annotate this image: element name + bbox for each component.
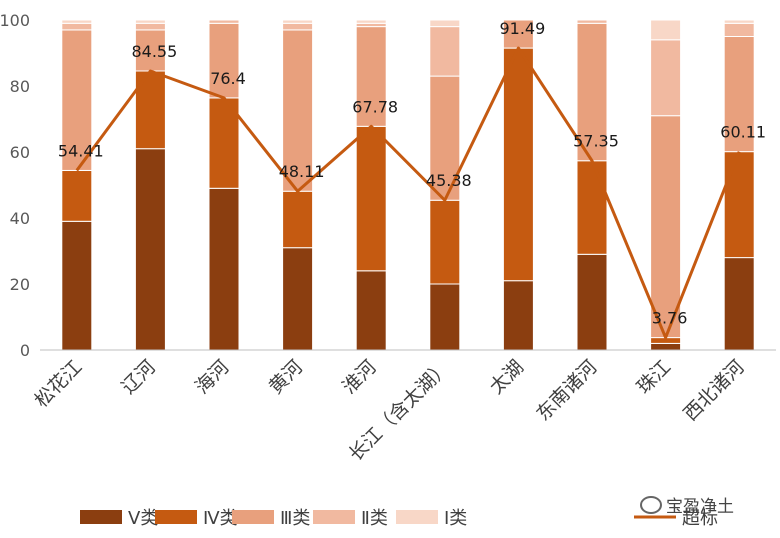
y-tick-label: 20: [10, 275, 30, 294]
bar-segment: [650, 115, 682, 339]
bar-segment: [282, 22, 314, 31]
bar-segment: [208, 19, 240, 24]
bar-segment: [650, 39, 682, 117]
legend-swatch: [396, 510, 438, 524]
bar-segment: [282, 19, 314, 24]
bar-stack: [429, 19, 461, 351]
bar-segment: [429, 26, 461, 77]
x-tick-label: 辽河: [117, 356, 159, 398]
bar-segment: [723, 19, 755, 24]
x-tick-label: 珠江: [633, 356, 675, 398]
y-tick-label: 80: [10, 77, 30, 96]
bar-segment: [355, 19, 387, 24]
bar-stack: [282, 19, 314, 351]
legend-label: 超标: [682, 508, 718, 529]
bar-stack: [723, 19, 755, 351]
bar-segment: [576, 160, 608, 255]
bar-segment: [282, 247, 314, 351]
bar-segment: [61, 169, 93, 222]
y-tick-label: 60: [10, 143, 30, 162]
watermark-text: 宝盈净土: [666, 497, 734, 517]
data-label: 57.35: [573, 132, 619, 151]
data-label: 76.4: [210, 69, 246, 88]
bar-segment: [723, 22, 755, 37]
bar-segment: [650, 342, 682, 351]
x-tick-label: 东南诸河: [532, 356, 601, 425]
bar-segment: [723, 257, 755, 351]
bar-segment: [355, 125, 387, 272]
legend-label: Ⅴ类: [128, 508, 158, 529]
x-tick-label: 黄河: [265, 356, 307, 398]
bar-segment: [61, 220, 93, 351]
data-label: 48.11: [279, 162, 325, 181]
x-tick-label: 松花江: [30, 356, 86, 412]
bar-stack: [576, 19, 608, 351]
bar-segment: [208, 187, 240, 351]
bar-segment: [282, 190, 314, 249]
data-label: 67.78: [352, 97, 398, 116]
bar-segment: [723, 151, 755, 259]
bar-segment: [576, 22, 608, 162]
bar-segment: [429, 283, 461, 351]
bar-segment: [134, 148, 166, 351]
bar-segment: [502, 280, 534, 351]
bar-stack: [134, 19, 166, 351]
legend-swatch: [313, 510, 355, 524]
x-tick-label: 淮河: [338, 356, 380, 398]
wechat-icon: [640, 496, 662, 514]
bar-stack: [61, 19, 93, 351]
bar-segment: [576, 19, 608, 24]
legend-label: Ⅱ类: [361, 508, 388, 529]
bar-segment: [576, 253, 608, 351]
bar-segment: [134, 70, 166, 150]
legend: Ⅴ类 Ⅳ类 Ⅲ类 Ⅱ类 Ⅰ类 超标: [80, 508, 718, 529]
bar-segment: [355, 26, 387, 127]
legend-label: Ⅰ类: [444, 508, 467, 529]
bar-segment: [355, 270, 387, 351]
bar-segment: [429, 199, 461, 285]
bar-segment: [429, 19, 461, 28]
watermark: 宝盈净土: [640, 492, 734, 517]
data-label: 91.49: [499, 19, 545, 38]
legend-swatch: [155, 510, 197, 524]
x-tick-label: 太湖: [485, 356, 527, 398]
data-label: 54.41: [58, 141, 104, 160]
exceed-line-series: 54.41 84.55 76.4 48.11 67.78 45.38 91.49 57.35 3…: [58, 19, 766, 340]
x-tick-label: 海河: [191, 356, 233, 398]
y-tick-label: 40: [10, 209, 30, 228]
bar-segment: [134, 22, 166, 31]
data-label: 45.38: [426, 171, 472, 190]
data-label: 3.76: [652, 309, 688, 328]
bar-stack: [650, 19, 682, 351]
y-tick-label: 100: [0, 11, 30, 30]
y-tick-label: 0: [20, 341, 30, 360]
bar-segment: [134, 19, 166, 24]
bar-segment: [61, 22, 93, 31]
data-label: 84.55: [131, 42, 177, 61]
exceed-line: [75, 46, 741, 340]
bar-stack: [355, 19, 387, 351]
bar-segment: [650, 19, 682, 41]
legend-swatch: [80, 510, 122, 524]
legend-label: Ⅳ类: [203, 508, 238, 529]
x-tick-label: 西北诸河: [679, 356, 748, 425]
y-axis: 0 20 40 60 80 100: [0, 11, 30, 360]
legend-label: Ⅲ类: [280, 508, 310, 529]
bar-stacks: [61, 19, 755, 351]
legend-swatch: [232, 510, 274, 524]
bar-segment: [61, 19, 93, 24]
bar-segment: [502, 47, 534, 282]
data-label: 60.11: [720, 123, 766, 142]
